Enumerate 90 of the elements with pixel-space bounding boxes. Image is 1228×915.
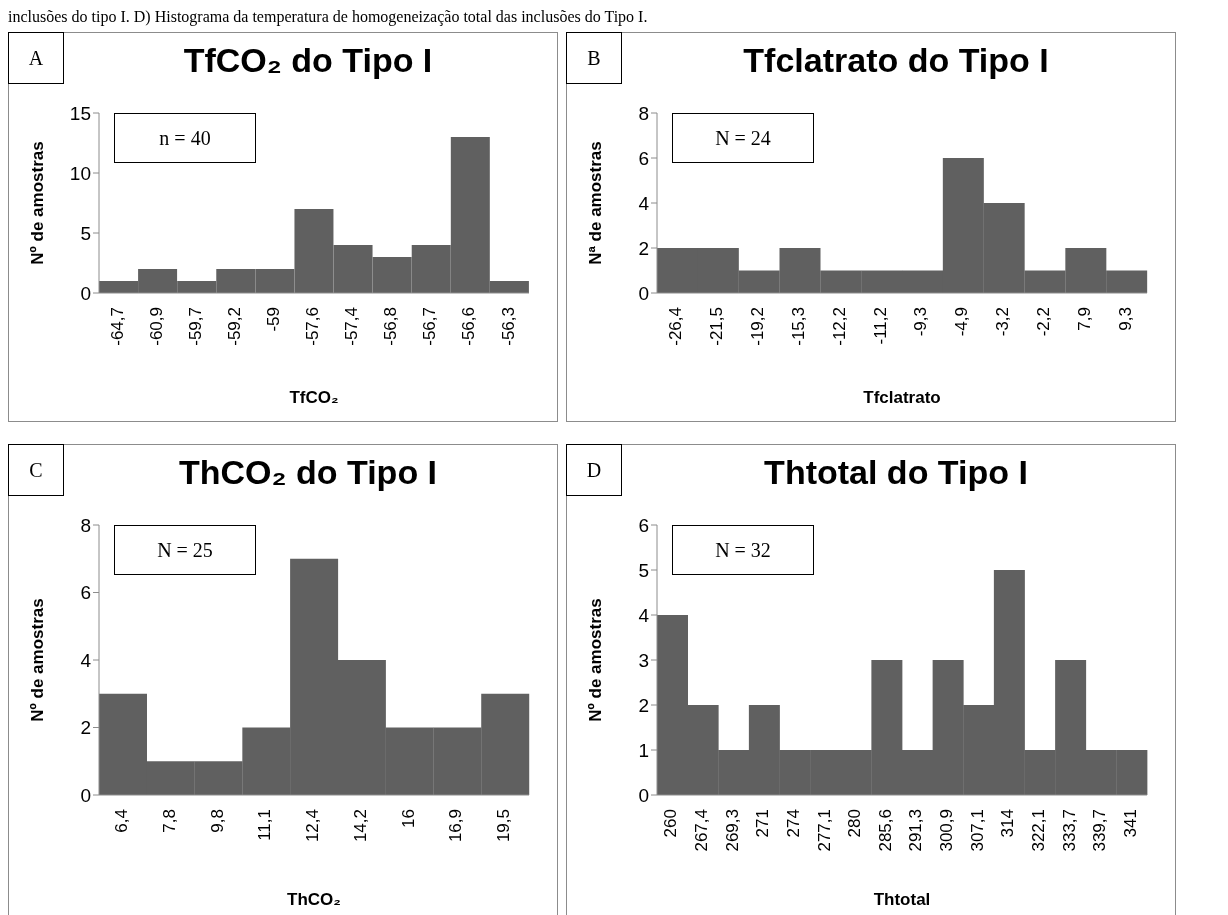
y-tick-label: 1 [638,739,649,761]
x-tick-label: 7,9 [1074,307,1094,331]
letter-box: C [8,444,64,496]
y-tick-label: 4 [638,192,650,214]
y-tick-label: 0 [638,784,649,806]
x-tick-label: -4,9 [952,307,972,337]
x-tick-label: 16,9 [446,809,466,843]
x-tick-label: 300,9 [937,809,957,852]
y-tick-label: 8 [80,514,91,536]
chart-title: Thtotal do Tipo I [763,453,1029,492]
x-tick-label: 333,7 [1059,809,1079,852]
x-tick-label: 9,8 [207,809,227,833]
y-axis-title: Nº de amostras [586,598,606,722]
x-tick-label: -59,7 [185,307,205,346]
y-tick-label: 2 [638,694,649,716]
y-tick-label: 10 [69,162,91,184]
y-tick-label: 8 [638,102,649,124]
x-tick-label: 12,4 [303,809,323,843]
y-axis-title: Nº de amostras [28,598,48,722]
x-tick-label: 9,3 [1115,307,1135,331]
x-tick-label: -56,3 [498,307,518,346]
x-tick-label: -11,2 [870,307,890,345]
x-axis-title: Tfclatrato [863,388,941,407]
x-tick-label: 6,4 [111,809,131,833]
y-tick-label: 2 [80,717,91,739]
x-tick-label: -15,3 [788,307,808,346]
x-tick-label: 260 [661,809,681,838]
x-tick-label: -2,2 [1033,307,1053,337]
y-tick-label: 5 [638,559,649,581]
x-tick-label: 341 [1120,809,1140,838]
y-axis-title: Nº de amostras [28,141,48,265]
chart-title: Tfclatrato do Tipo I [742,41,1050,80]
y-tick-label: 6 [638,514,649,536]
letter-box: B [566,32,622,84]
text-box: N = 24 [672,113,814,163]
x-tick-label: 11,1 [255,809,275,841]
y-tick-label: 6 [80,582,91,604]
x-tick-label: 7,8 [159,809,179,833]
x-tick-label: 307,1 [967,809,987,852]
x-tick-label: -26,4 [666,307,686,346]
text-box: n = 40 [114,113,256,163]
letter-box: A [8,32,64,84]
x-tick-label: -56,8 [381,307,401,346]
y-tick-label: 6 [638,147,649,169]
x-tick-label: -57,4 [342,307,362,346]
x-tick-label: 277,1 [814,809,834,852]
x-tick-label: -64,7 [107,307,127,346]
x-tick-label: -12,2 [829,307,849,346]
x-tick-label: 291,3 [906,809,926,852]
x-axis-title: ThCO₂ [287,890,341,909]
chart-title: ThCO₂ do Tipo I [177,453,439,492]
text-box: N = 25 [114,525,256,575]
y-tick-label: 15 [69,102,91,124]
y-tick-label: 4 [638,604,650,626]
x-axis-title: Thtotal [873,890,931,909]
x-tick-label: -3,2 [993,307,1013,337]
x-tick-label: -59 [263,307,283,332]
y-tick-label: 0 [638,282,649,304]
y-tick-label: 0 [80,784,91,806]
x-tick-label: 339,7 [1090,809,1110,852]
x-tick-label: -57,6 [303,307,323,346]
text-box: N = 32 [672,525,814,575]
x-tick-label: -60,9 [146,307,166,346]
y-tick-label: 5 [80,222,91,244]
x-tick-label: -56,6 [459,307,479,346]
x-tick-label: 16 [398,809,418,828]
y-tick-label: 4 [80,649,92,671]
x-tick-label: 322,1 [1028,809,1048,852]
y-tick-label: 0 [80,282,91,304]
y-tick-label: 3 [638,649,649,671]
x-tick-label: 274 [783,809,803,838]
y-axis-title: Nª de amostras [586,141,606,265]
x-tick-label: 267,4 [692,809,712,852]
x-tick-label: 314 [998,809,1018,838]
text: inclusões do tipo I. D) Histograma da temperatura de homogeneização total das inclusões do Tipo I. [8,8,649,28]
x-tick-label: -19,2 [748,307,768,346]
x-tick-label: 269,3 [722,809,742,852]
chart-title: TfCO₂ do Tipo I [182,41,434,80]
x-tick-label: -56,7 [420,307,440,346]
x-tick-label: 14,2 [350,809,370,843]
x-tick-label: 19,5 [494,809,514,843]
x-tick-label: 280 [845,809,865,838]
letter-box: D [566,444,622,496]
x-tick-label: 285,6 [875,809,895,852]
y-tick-label: 2 [638,237,649,259]
x-tick-label: -9,3 [911,307,931,337]
x-tick-label: 271 [753,809,773,838]
x-tick-label: -59,2 [224,307,244,346]
x-tick-label: -21,5 [707,307,727,346]
x-axis-title: TfCO₂ [289,388,339,407]
